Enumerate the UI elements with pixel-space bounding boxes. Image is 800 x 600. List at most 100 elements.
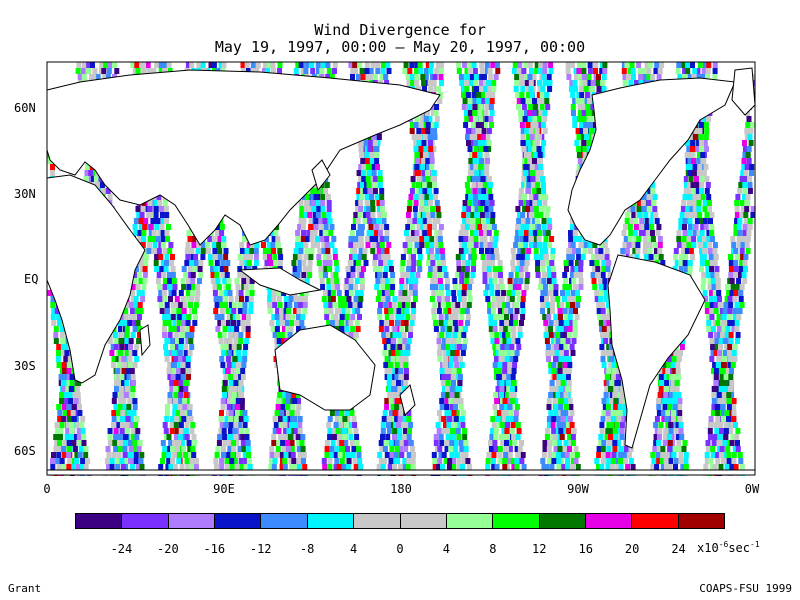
swath-cell bbox=[436, 428, 442, 434]
swath-cell bbox=[160, 218, 166, 224]
swath-cell bbox=[461, 92, 466, 98]
swath-cell bbox=[544, 92, 550, 98]
swath-cell bbox=[530, 176, 536, 182]
swath-cell bbox=[471, 128, 477, 134]
swath-cell bbox=[350, 314, 356, 320]
swath-cell bbox=[383, 266, 389, 272]
swath-cell bbox=[279, 452, 285, 458]
swath-cell bbox=[397, 386, 403, 392]
swath-cell bbox=[308, 254, 314, 260]
swath-cell bbox=[489, 98, 495, 104]
swath-cell bbox=[168, 464, 174, 470]
swath-cell bbox=[364, 200, 370, 206]
swath-cell bbox=[111, 356, 117, 362]
swath-cell bbox=[421, 140, 427, 146]
swath-cell bbox=[185, 326, 191, 332]
swath-cell bbox=[471, 254, 477, 260]
swath-cell bbox=[409, 284, 414, 290]
swath-cell bbox=[71, 440, 77, 446]
swath-cell bbox=[294, 302, 299, 308]
swath-cell bbox=[370, 62, 376, 68]
swath-cell bbox=[514, 74, 520, 80]
swath-cell bbox=[218, 338, 224, 344]
swath-cell bbox=[191, 284, 197, 290]
swath-cell bbox=[542, 242, 548, 248]
swath-cell bbox=[524, 254, 530, 260]
swath-cell bbox=[470, 140, 476, 146]
swath-cell bbox=[171, 350, 177, 356]
swath-cell bbox=[507, 362, 513, 368]
swath-cell bbox=[318, 218, 324, 224]
swath-cell bbox=[230, 452, 236, 458]
swath-cell bbox=[433, 110, 439, 116]
swath-cell bbox=[501, 356, 507, 362]
swath-cell bbox=[156, 272, 162, 278]
swath-cell bbox=[69, 422, 75, 428]
swath-cell bbox=[463, 248, 469, 254]
swath-cell bbox=[279, 314, 285, 320]
swath-cell bbox=[231, 368, 237, 374]
swath-cell bbox=[303, 68, 309, 74]
swath-cell bbox=[411, 182, 417, 188]
swath-cell bbox=[190, 422, 196, 428]
swath-cell bbox=[124, 332, 130, 338]
swath-cell bbox=[450, 374, 456, 380]
swath-cell bbox=[218, 62, 224, 68]
swath-cell bbox=[178, 428, 184, 434]
swath-cell bbox=[326, 254, 332, 260]
swath-cell bbox=[518, 110, 523, 116]
swath-cell bbox=[530, 122, 536, 128]
swath-cell bbox=[184, 398, 190, 404]
swath-cell bbox=[221, 236, 227, 242]
swath-cell bbox=[237, 446, 243, 452]
swath-cell bbox=[289, 410, 295, 416]
swath-cell bbox=[438, 68, 444, 74]
swath-cell bbox=[240, 374, 246, 380]
swath-cell bbox=[515, 338, 521, 344]
swath-cell bbox=[464, 308, 470, 314]
swath-cell bbox=[366, 170, 372, 176]
swath-cell bbox=[285, 446, 291, 452]
swath-cell bbox=[139, 62, 145, 68]
swath-cell bbox=[164, 260, 169, 266]
swath-cell bbox=[111, 416, 117, 422]
swath-cell bbox=[392, 332, 398, 338]
swath-cell bbox=[189, 344, 195, 350]
swath-cell bbox=[469, 80, 474, 86]
swath-cell bbox=[223, 284, 229, 290]
swath-cell bbox=[380, 206, 385, 212]
swath-cell bbox=[358, 248, 364, 254]
swath-cell bbox=[338, 416, 344, 422]
swath-cell bbox=[57, 416, 63, 422]
swath-cell bbox=[524, 224, 530, 230]
swath-cell bbox=[315, 212, 321, 218]
swath-cell bbox=[402, 68, 408, 74]
swath-cell bbox=[493, 410, 499, 416]
swath-cell bbox=[281, 332, 287, 338]
swath-cell bbox=[540, 86, 546, 92]
swath-cell bbox=[231, 302, 237, 308]
swath-cell bbox=[511, 338, 517, 344]
swath-cell bbox=[267, 290, 273, 296]
swath-cell bbox=[321, 248, 327, 254]
swath-cell bbox=[419, 152, 425, 158]
swath-cell bbox=[453, 446, 459, 452]
swath-cell bbox=[436, 464, 441, 470]
swath-cell bbox=[183, 350, 189, 356]
swath-cell bbox=[405, 302, 411, 308]
swath-cell bbox=[405, 224, 411, 230]
swath-cell bbox=[160, 440, 166, 446]
swath-cell bbox=[507, 452, 513, 458]
swath-cell bbox=[521, 464, 527, 470]
swath-cell bbox=[385, 254, 391, 260]
swath-cell bbox=[131, 410, 137, 416]
swath-cell bbox=[488, 206, 494, 212]
swath-cell bbox=[200, 254, 206, 260]
swath-cell bbox=[84, 164, 90, 170]
swath-cell bbox=[51, 320, 57, 326]
swath-cell bbox=[124, 302, 130, 308]
swath-cell bbox=[349, 230, 355, 236]
swath-cell bbox=[286, 428, 292, 434]
swath-cell bbox=[226, 350, 232, 356]
swath-cell bbox=[426, 230, 432, 236]
